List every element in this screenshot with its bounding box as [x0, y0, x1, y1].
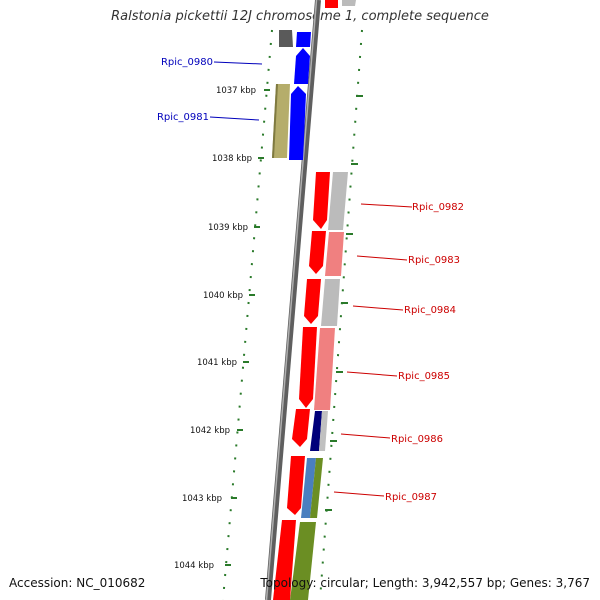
gene-arrow-rpic-0986 [292, 409, 310, 447]
gene-arrow-rpic-0985 [299, 327, 317, 408]
gene-block-gray [319, 411, 328, 451]
gene-label-rpic-0984: Rpic_0984 [404, 305, 456, 316]
gene-arrow-rpic-0980 [294, 48, 310, 84]
kbp-label: 1041 kbp [197, 358, 237, 368]
gene-arrow-rpic-0981 [289, 86, 306, 160]
gene-arrow-blue [296, 32, 311, 47]
map-title: Ralstonia pickettii 12J chromosome 1, co… [111, 9, 489, 24]
gene-block-gray [321, 279, 340, 326]
gene-block-steel [301, 458, 316, 518]
kbp-label: 1042 kbp [190, 426, 230, 436]
kbp-label: 1039 kbp [208, 223, 248, 233]
guide-lines [222, 29, 363, 600]
gene-block-red-top [325, 0, 338, 8]
gene-label-rpic-0982: Rpic_0982 [412, 202, 464, 213]
gene-label-rpic-0983: Rpic_0983 [408, 255, 460, 266]
gene-block-green-bottom [290, 522, 316, 600]
gene-block-gray [328, 172, 348, 230]
gene-arrow-red-bottom [273, 520, 296, 600]
minus-strand-features[interactable] [273, 172, 348, 600]
chromosome-backbone [265, 0, 321, 600]
kbp-label: 1043 kbp [182, 494, 222, 504]
left-guide-line [222, 29, 273, 600]
gene-label-rpic-0985: Rpic_0985 [398, 371, 450, 382]
gene-label-rpic-0987: Rpic_0987 [385, 492, 437, 503]
topology-label: Topology: circular; Length: 3,942,557 bp… [260, 576, 590, 590]
kbp-label: 1044 kbp [174, 561, 214, 571]
leader-line [346, 371, 398, 377]
gene-block-salmon [314, 328, 335, 410]
minus-gene-labels[interactable]: Rpic_0982 Rpic_0983 Rpic_0984 Rpic_0985 … [333, 202, 464, 503]
leader-line [352, 305, 404, 311]
plus-gene-labels[interactable]: Rpic_0980 Rpic_0981 [157, 57, 263, 123]
gene-arrow-rpic-0983 [309, 231, 326, 274]
leader-line [213, 61, 263, 65]
kbp-label: 1037 kbp [216, 86, 256, 96]
kbp-ticks [225, 89, 363, 566]
gene-arrow-rpic-0987 [287, 456, 305, 515]
kbp-label: 1038 kbp [212, 154, 252, 164]
leader-line [356, 255, 408, 261]
kbp-labels: 1037 kbp 1038 kbp 1039 kbp 1040 kbp 1041… [174, 86, 256, 571]
plus-strand-features[interactable] [272, 0, 356, 160]
kbp-label: 1040 kbp [203, 291, 243, 301]
leader-line [360, 203, 413, 208]
gene-arrow-rpic-0984 [304, 279, 321, 324]
gene-block-salmon [325, 232, 344, 276]
gene-block-gray-dark [279, 30, 293, 47]
gene-label-rpic-0986: Rpic_0986 [391, 434, 443, 445]
gene-block-gray-top [342, 0, 356, 6]
gene-arrow-rpic-0982 [313, 172, 330, 229]
gene-label-rpic-0981: Rpic_0981 [157, 112, 209, 123]
backbone-line [265, 0, 321, 600]
gene-label-rpic-0980: Rpic_0980 [161, 57, 213, 68]
leader-line [209, 116, 260, 121]
gene-block-navy [310, 411, 322, 451]
accession-label: Accession: NC_010682 [9, 576, 146, 590]
leader-line [333, 491, 385, 497]
leader-line [340, 433, 391, 439]
gene-block-green [310, 458, 323, 518]
